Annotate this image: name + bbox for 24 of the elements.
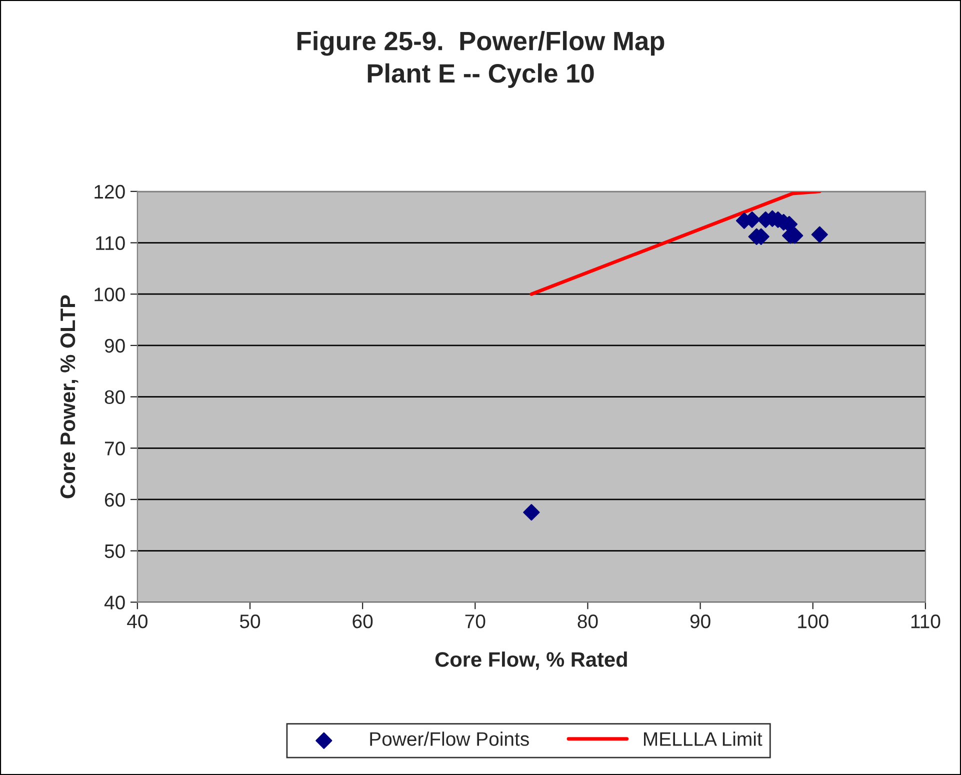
x-tick-label: 80	[578, 614, 598, 628]
x-axis-title: Core Flow, % Rated	[435, 652, 627, 670]
y-tick-label: 50	[104, 544, 125, 558]
y-tick-label: 110	[96, 236, 125, 250]
y-tick-label: 100	[94, 288, 125, 302]
point	[811, 226, 828, 243]
y-tick-label: 60	[104, 492, 125, 507]
y-tick-label: 40	[104, 596, 125, 610]
y-tick-label: 90	[104, 338, 125, 353]
legend-label: MELLLA Limit	[644, 732, 762, 746]
y-tick-label: 120	[94, 184, 125, 199]
point	[523, 504, 540, 521]
x-tick-label: 50	[240, 614, 260, 628]
y-axis-title: Core Power, % OLTP	[60, 295, 78, 498]
y-tick-label: 70	[104, 442, 125, 456]
x-tick-label: 100	[798, 614, 828, 628]
x-tick-label: 60	[352, 614, 373, 628]
x-tick-label: 70	[465, 614, 486, 628]
x-tick-label: 110	[911, 614, 940, 628]
legend-label: Power/Flow Points	[370, 732, 529, 746]
chart-title: Figure 25-9. Power/Flow Map Plant E -- Cycle 10	[298, 31, 664, 88]
x-tick-label: 40	[127, 614, 148, 628]
x-tick-label: 90	[690, 614, 710, 628]
y-tick-label: 80	[104, 390, 125, 404]
